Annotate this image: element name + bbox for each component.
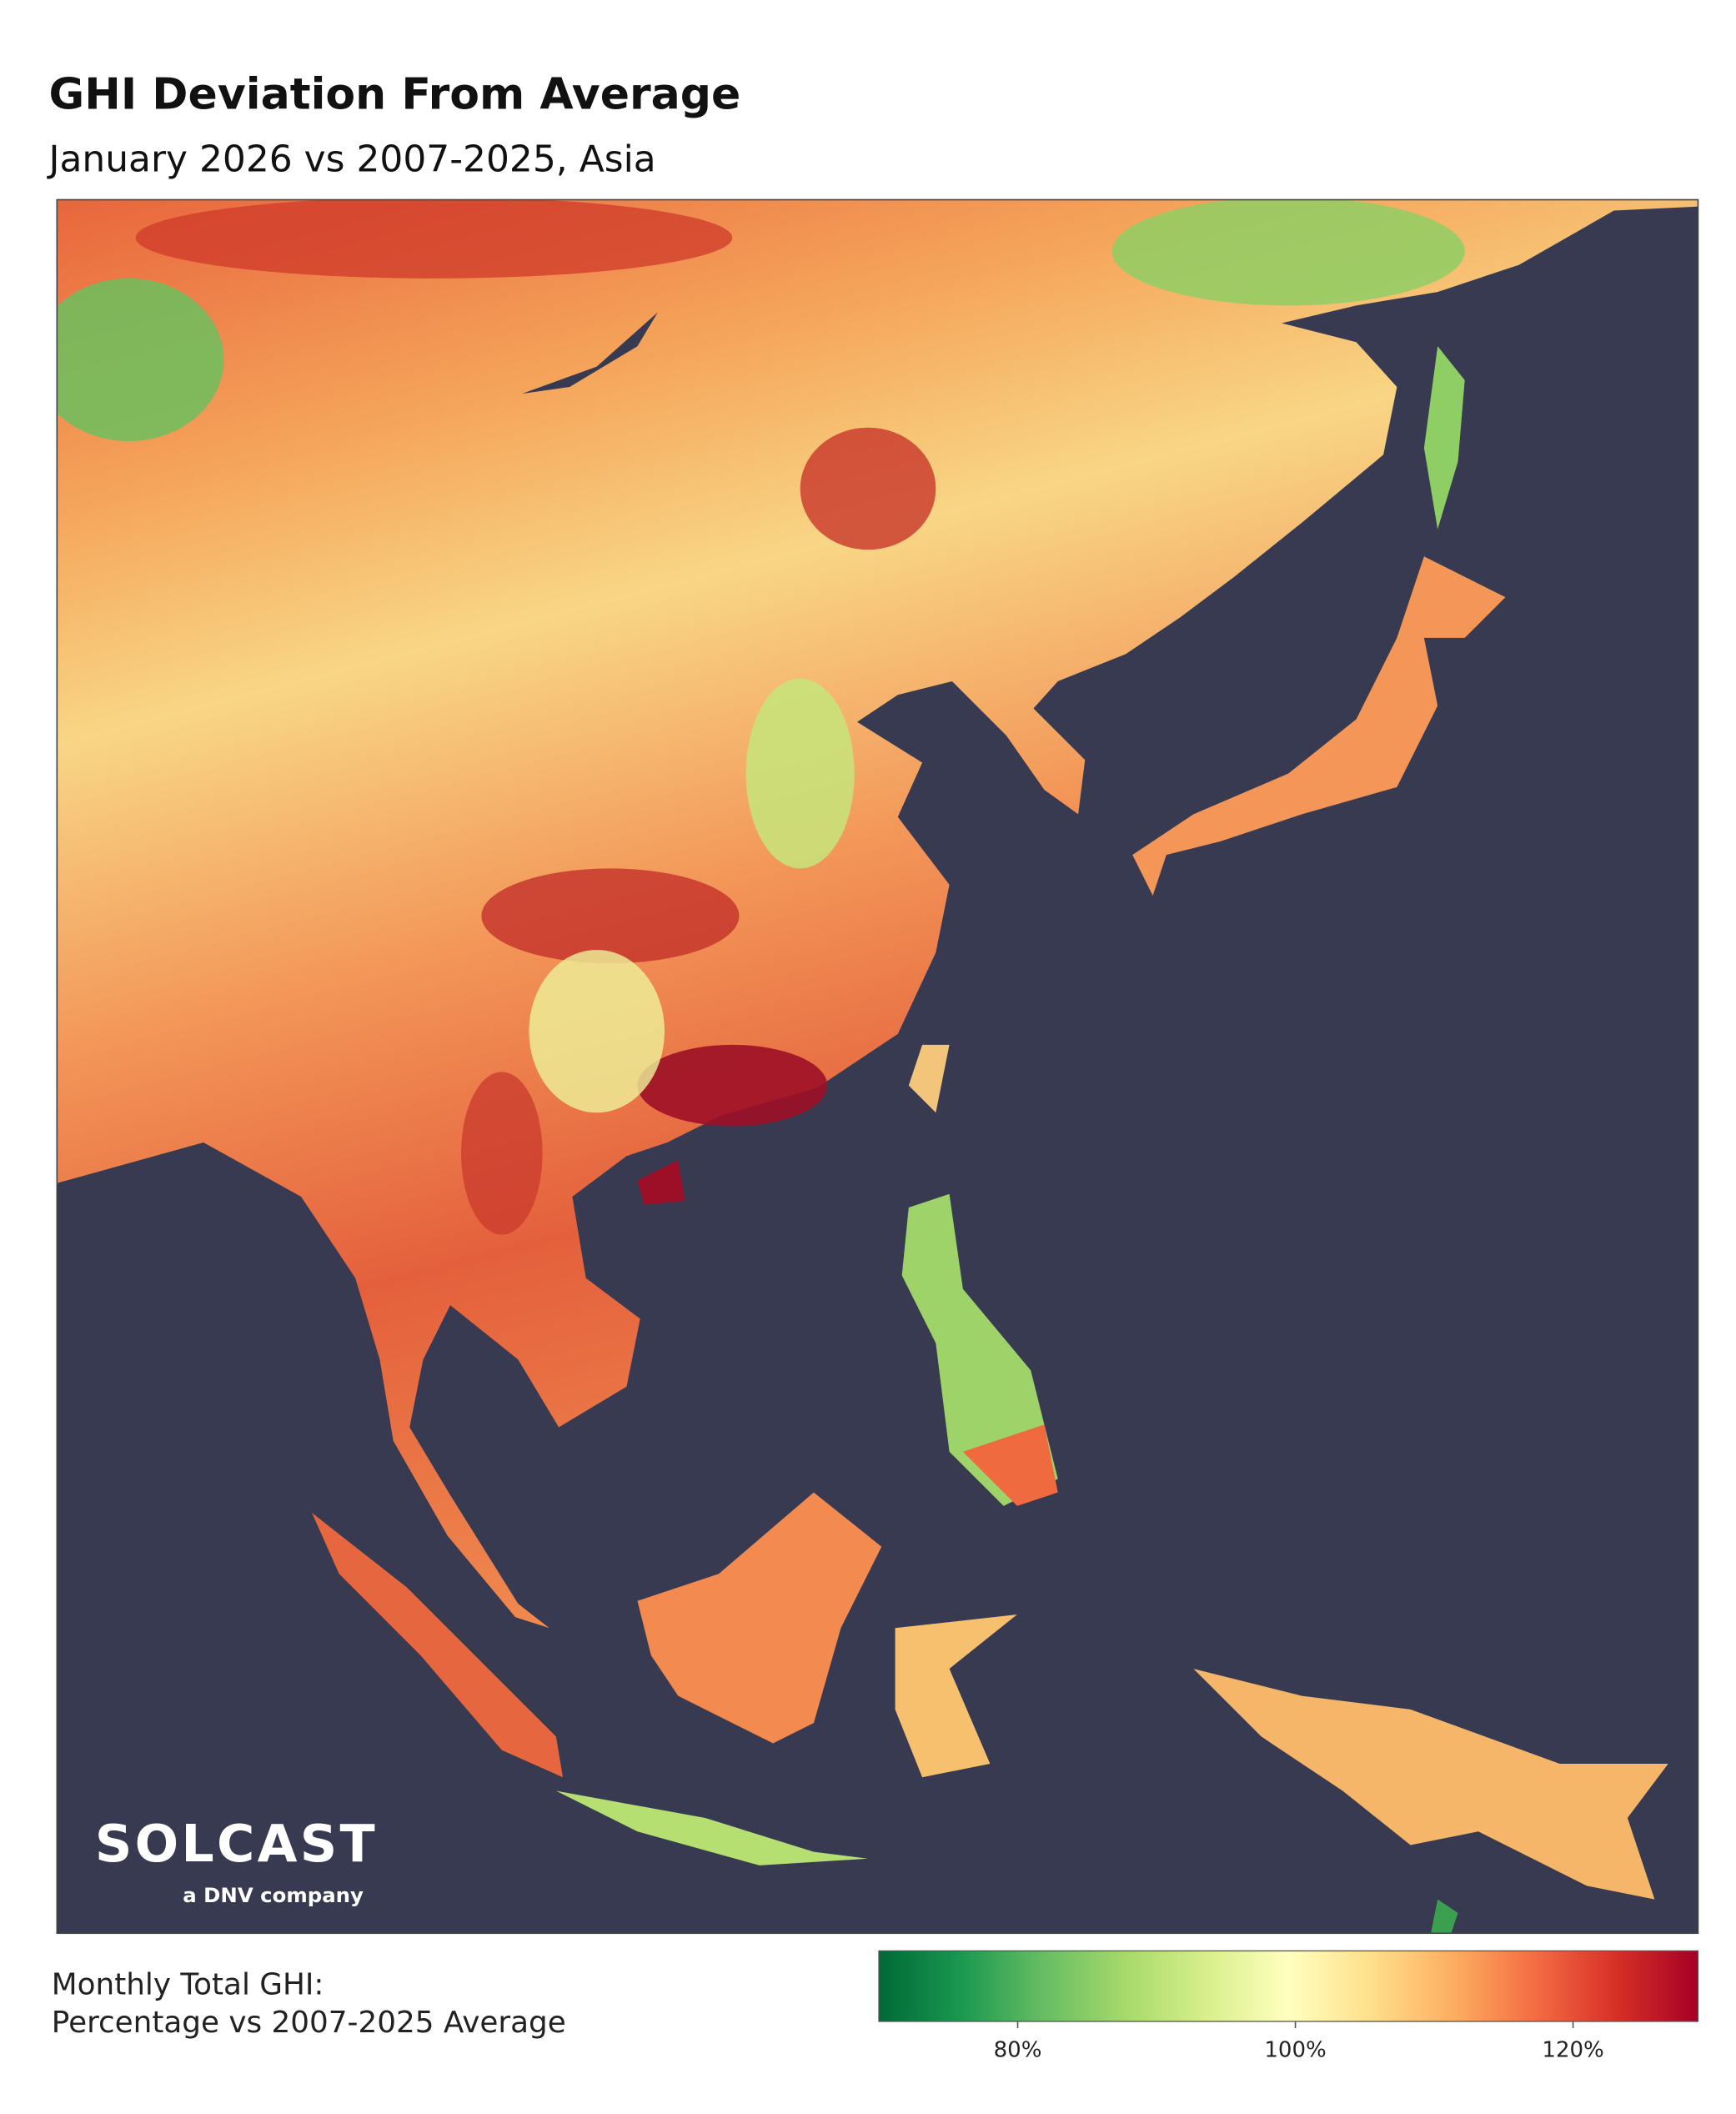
java bbox=[555, 1790, 868, 1865]
region bbox=[135, 199, 733, 279]
colorbar-tick-label: 80% bbox=[994, 2037, 1042, 2062]
sumatra bbox=[312, 1513, 564, 1778]
region bbox=[481, 868, 740, 964]
region bbox=[529, 950, 665, 1113]
new-guinea bbox=[1193, 1669, 1668, 1900]
colorbar-tick-label: 100% bbox=[1264, 2037, 1326, 2062]
region bbox=[800, 427, 936, 550]
sulawesi bbox=[895, 1614, 1017, 1778]
region bbox=[637, 1044, 828, 1127]
legend-title: Monthly Total GHI: bbox=[52, 1967, 324, 2001]
island bbox=[1423, 346, 1465, 530]
logo-name: SOLCAST bbox=[95, 1814, 378, 1874]
title: GHI Deviation From Average bbox=[49, 70, 741, 120]
borneo bbox=[637, 1492, 882, 1744]
map-frame bbox=[56, 198, 1699, 1935]
region bbox=[461, 1072, 543, 1235]
island bbox=[962, 1424, 1058, 1506]
region bbox=[745, 678, 855, 869]
logo-tagline: a DNV company bbox=[183, 1883, 364, 1907]
island bbox=[637, 1160, 685, 1205]
region bbox=[57, 278, 224, 442]
colorbar bbox=[878, 1950, 1699, 2022]
island bbox=[908, 1044, 950, 1113]
japan bbox=[1132, 556, 1506, 896]
subtitle: January 2026 vs 2007-2025, Asia bbox=[47, 138, 656, 180]
legend-title: Percentage vs 2007-2025 Average bbox=[52, 2006, 566, 2040]
colorbar-tick-label: 120% bbox=[1542, 2037, 1603, 2062]
island bbox=[1431, 1899, 1458, 1934]
mainland bbox=[57, 199, 1698, 1629]
map bbox=[57, 199, 1698, 1934]
colorbar-ticks: 80% 100% 120% bbox=[994, 2021, 1604, 2062]
region bbox=[1111, 199, 1465, 306]
philippines bbox=[901, 1193, 1058, 1506]
